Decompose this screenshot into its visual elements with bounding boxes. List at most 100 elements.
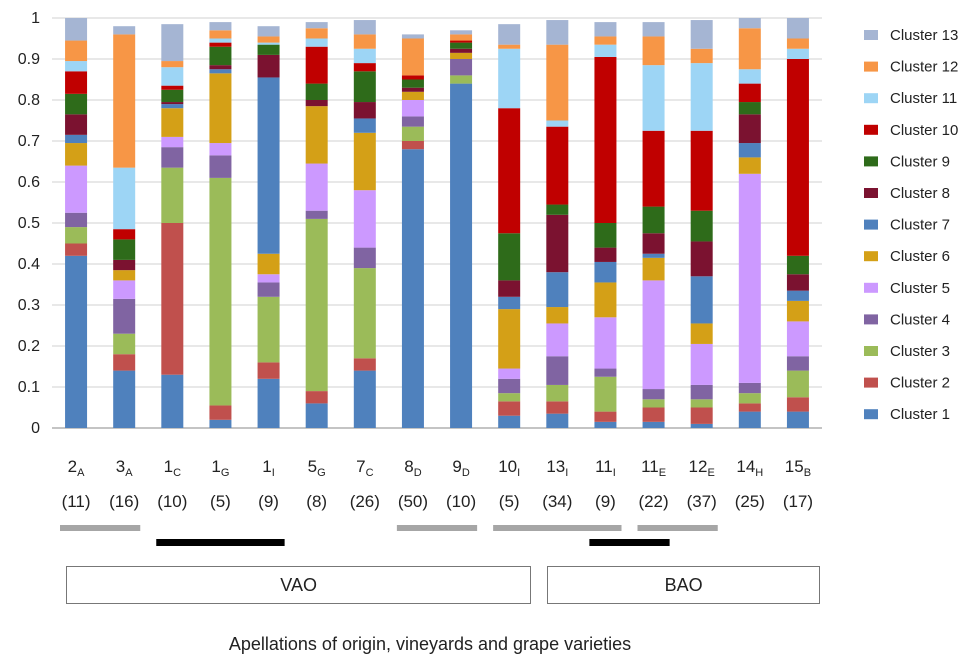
bar-segment (353, 132, 376, 191)
legend-swatch (864, 124, 878, 135)
bar-segment (546, 20, 569, 45)
bar-segment (690, 210, 713, 242)
bar-segment (738, 28, 761, 70)
bar-segment (546, 44, 569, 121)
bar-segment (546, 384, 569, 402)
bar-segment (690, 20, 713, 49)
bar-segment (738, 69, 761, 84)
bar-segment (209, 38, 232, 43)
bar-segment (642, 206, 665, 234)
bar-segment (498, 415, 521, 428)
bar-segment (690, 384, 713, 400)
bar-segment (209, 177, 232, 406)
bar-segment (65, 165, 88, 213)
bar-segment (594, 368, 617, 377)
sample-count-label: (16) (109, 492, 139, 511)
y-tick-label: 0.8 (18, 92, 40, 109)
x-axis-labels: 2A (11) 3A (16) 1C (10) 1G (5) 1I (9) 5G (8) 7C (26) 8… (62, 457, 813, 511)
y-tick-label: 0.7 (18, 133, 40, 150)
bar-segment (65, 255, 88, 428)
bar-segment (594, 36, 617, 45)
bar-segment (594, 411, 617, 422)
sample-count-label: (22) (638, 492, 668, 511)
bar-segment (353, 247, 376, 269)
bar-segment (450, 83, 473, 428)
bar-segment (257, 282, 280, 297)
bar-segment (113, 259, 136, 271)
bar-segment (209, 419, 232, 428)
bar-segment (450, 40, 473, 43)
legend-label: Cluster 9 (890, 153, 950, 170)
bar-segment (161, 89, 184, 103)
bar-segment (690, 130, 713, 211)
bar-segment (450, 42, 473, 49)
legend-swatch (864, 251, 878, 262)
x-tick-label: 13I (546, 457, 568, 479)
bar-segment (786, 321, 809, 357)
bar-segment (257, 54, 280, 78)
bar-segment (690, 323, 713, 344)
x-tick-label: 1I (262, 457, 275, 479)
bar-segment (786, 38, 809, 49)
bar-segment (450, 48, 473, 53)
bar-segment (401, 91, 424, 100)
bar-segment (305, 218, 328, 392)
bar-segment (642, 399, 665, 408)
legend-label: Cluster 8 (890, 185, 950, 202)
bar-segment (498, 280, 521, 297)
x-tick-label: 12E (689, 457, 715, 479)
grouping-bar (493, 525, 622, 531)
bar-segment (113, 354, 136, 371)
legend-label: Cluster 5 (890, 280, 950, 297)
bar-segment (594, 317, 617, 369)
bar-segment (498, 401, 521, 416)
bar-segment (113, 333, 136, 355)
legend-label: Cluster 12 (890, 59, 958, 76)
bar-segment (594, 421, 617, 428)
bar-segment (113, 370, 136, 428)
bar-segment (738, 173, 761, 383)
y-tick-label: 0.6 (18, 174, 40, 191)
bar-segment (257, 36, 280, 43)
bar-segment (498, 44, 521, 49)
bar-segment (305, 28, 328, 39)
bar-segment (113, 26, 136, 35)
bar-segment (353, 190, 376, 248)
bar-segment (257, 362, 280, 379)
group-box-vao: VAO (66, 566, 532, 604)
bar-segment (546, 401, 569, 414)
bar-segment (353, 358, 376, 371)
bar-segment (161, 67, 184, 86)
bar-segment (786, 290, 809, 301)
bar-segment (594, 56, 617, 224)
bar-segment (305, 22, 328, 29)
sample-count-label: (9) (258, 492, 279, 511)
y-tick-label: 0.4 (18, 256, 40, 273)
bar-segment (113, 34, 136, 168)
bar-segment (65, 134, 88, 144)
bar-segment (65, 227, 88, 244)
bar-segment (786, 397, 809, 412)
bar-segment (113, 298, 136, 334)
bar-segment (65, 114, 88, 135)
bar-segment (257, 26, 280, 37)
bar-segment (546, 120, 569, 127)
bar-segment (498, 378, 521, 394)
bar-segment (690, 399, 713, 408)
bar-segment (257, 378, 280, 428)
legend-label: Cluster 2 (890, 375, 950, 392)
bar-segment (305, 100, 328, 107)
sample-count-label: (17) (783, 492, 813, 511)
legend-label: Cluster 7 (890, 217, 950, 234)
bar-segment (642, 280, 665, 390)
bar-segment (498, 48, 521, 109)
bar-segment (209, 143, 232, 156)
legend-label: Cluster 11 (890, 90, 957, 107)
bar-segment (738, 114, 761, 144)
bar-segment (498, 393, 521, 402)
bar-segment (498, 309, 521, 369)
bar-segment (209, 69, 232, 74)
sample-count-label: (5) (499, 492, 520, 511)
bar-segment (690, 63, 713, 131)
bar-segment (642, 389, 665, 400)
